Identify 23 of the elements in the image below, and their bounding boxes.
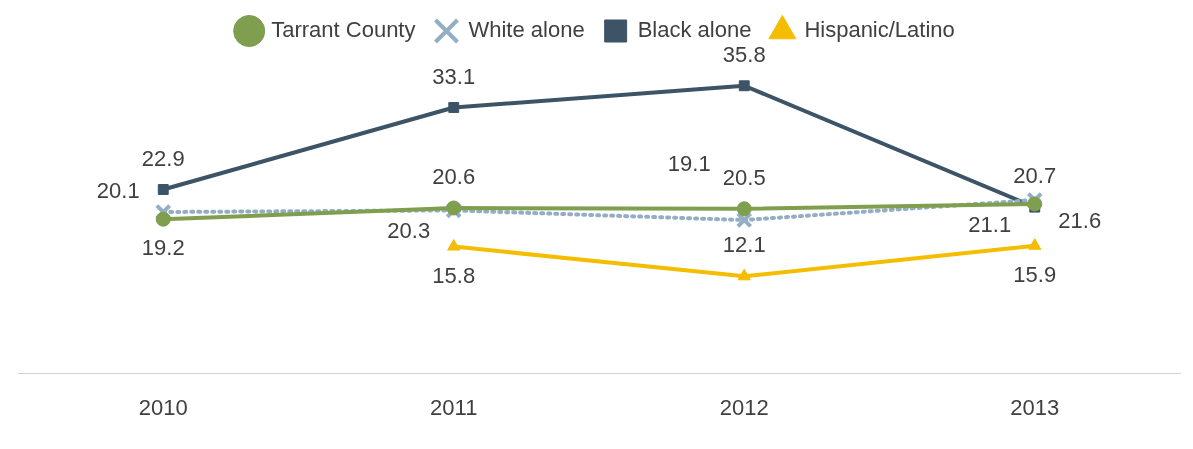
data-label: 21.6: [1058, 208, 1102, 233]
legend-label: Black alone: [637, 17, 752, 43]
data-label: 22.9: [141, 145, 185, 171]
data-label: 21.1: [968, 212, 1012, 238]
legend-label: White alone: [468, 17, 585, 43]
data-label: 15.8: [432, 262, 476, 288]
legend-label: Tarrant County: [271, 17, 416, 43]
x-tick-label: 2010: [138, 394, 188, 420]
data-label: 20.7: [1013, 163, 1057, 189]
data-label: 20.1: [96, 178, 140, 204]
data-label: 19.1: [667, 151, 711, 177]
x-tick-label: 2012: [719, 394, 769, 420]
x-tick-label: 2013: [1010, 394, 1060, 420]
data-label: 33.1: [432, 63, 476, 89]
data-label: 20.6: [432, 164, 476, 190]
x-tick-label: 2011: [430, 394, 478, 420]
data-label: 19.2: [141, 235, 185, 261]
data-label: 20.5: [722, 164, 766, 190]
legend-label: Hispanic/Latino: [804, 17, 955, 43]
data-label: 15.9: [1013, 261, 1057, 287]
data-label: 35.8: [722, 41, 766, 67]
data-label: 20.3: [387, 218, 431, 244]
data-label: 12.1: [722, 232, 766, 258]
